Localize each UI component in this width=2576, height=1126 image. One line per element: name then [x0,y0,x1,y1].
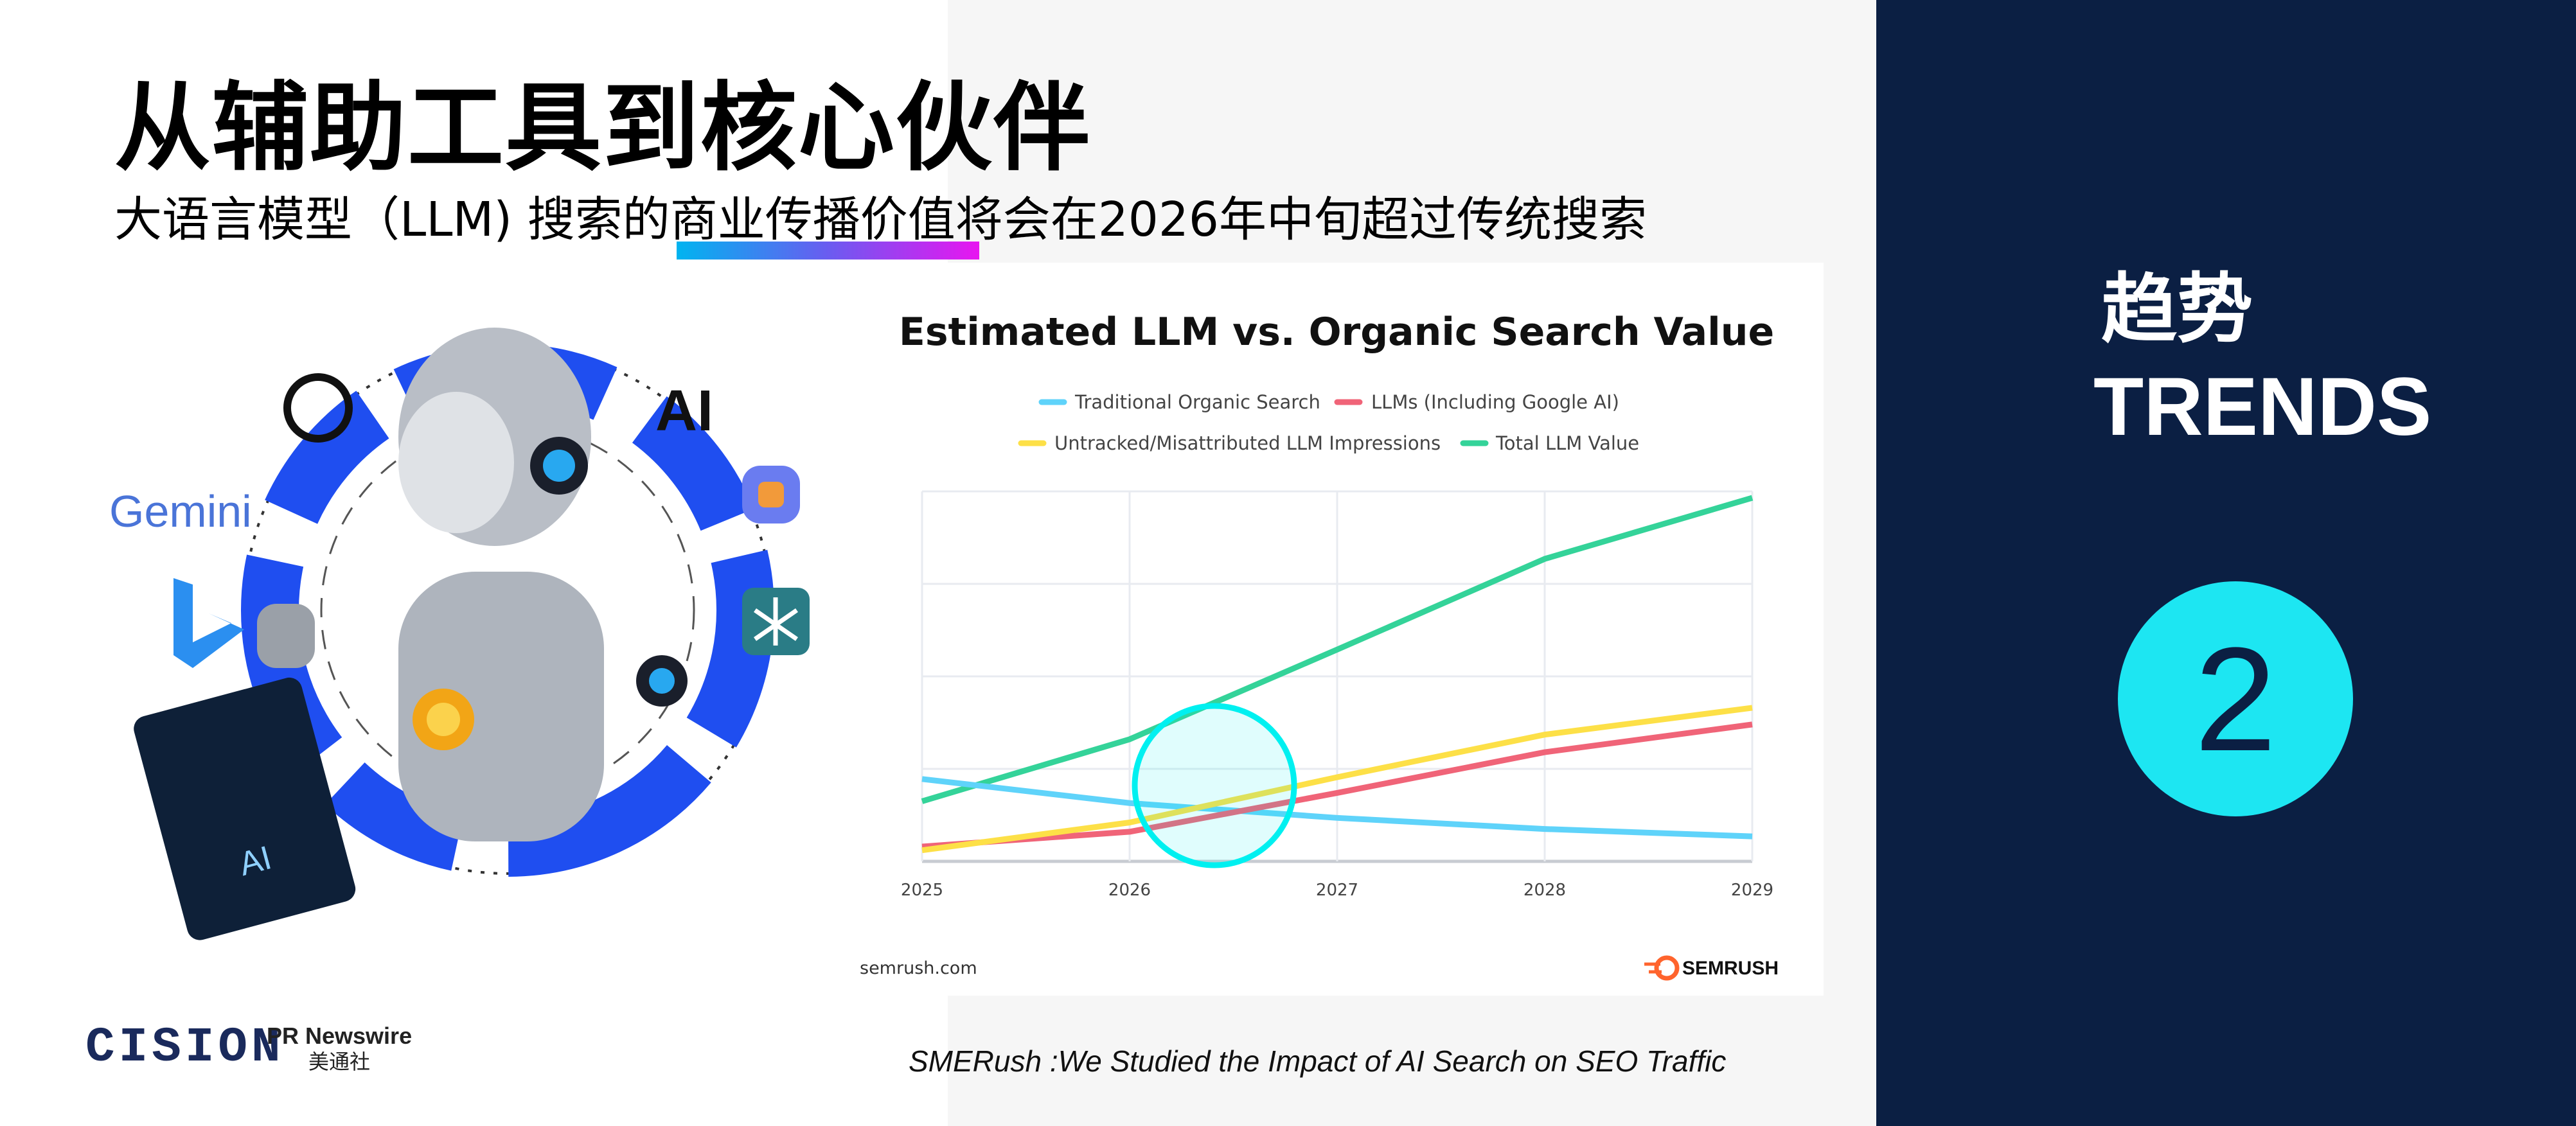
cision-logo: CISION [85,1020,285,1075]
x-tick-label: 2028 [1523,881,1566,900]
highlight-circle [1132,703,1297,868]
chart-source: semrush.com [860,958,977,978]
gemini-logo: Gemini [109,486,252,536]
legend-label: Untracked/Misattributed LLM Impressions [1054,432,1441,454]
chart-card: Estimated LLM vs. Organic Search Value T… [838,263,1824,996]
legend-label: Traditional Organic Search [1074,391,1320,413]
x-tick-label: 2029 [1731,881,1773,900]
gradient-underline [677,242,979,260]
anthropic-ai-logo: AI [655,379,713,443]
bing-icon [173,578,244,668]
legend-label: Total LLM Value [1495,432,1639,454]
prnewswire-logo: PR Newswire [267,1023,413,1049]
ai-robot-illustration: AI Gemini AI [109,328,810,940]
x-tick-label: 2025 [901,881,943,900]
trend-number: 2 [2194,616,2277,782]
line-chart: Estimated LLM vs. Organic Search Value T… [860,310,1779,981]
x-tick-label: 2027 [1316,881,1358,900]
trend-label-en: TRENDS [2093,361,2432,453]
trend-label-cn: 趋势 [2101,265,2253,353]
page-title: 从辅助工具到核心伙伴 [114,73,1092,184]
prnewswire-cn-logo: 美通社 [308,1050,371,1073]
chart-title: Estimated LLM vs. Organic Search Value [899,310,1774,355]
tablet: AI [134,677,356,940]
semrush-brand: SEMRUSH [1682,958,1779,979]
legend-label: LLMs (Including Google AI) [1371,391,1619,413]
page-subtitle: 大语言模型（LLM) 搜索的商业传播价值将会在2026年中旬超过传统搜索 [114,192,1648,247]
perplexity-icon [742,588,810,655]
semrush-logo: SEMRUSH [1644,955,1779,981]
cision-text: CISION [85,1020,285,1075]
source-caption: SMERush :We Studied the Impact of AI Sea… [909,1044,1727,1078]
chatgpt-icon [283,373,353,443]
robot-figure [257,328,688,841]
trend-panel [1876,0,2576,1126]
x-tick-label: 2026 [1108,881,1151,900]
trend-number-badge: 2 [2118,581,2353,816]
copilot-icon [742,466,800,523]
